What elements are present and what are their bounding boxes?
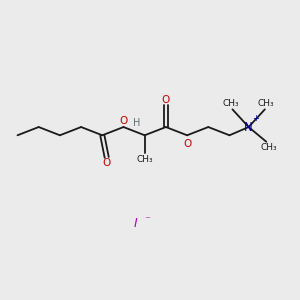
Text: N: N	[244, 121, 253, 134]
Text: O: O	[119, 116, 128, 126]
Text: I: I	[134, 217, 137, 230]
Text: H: H	[133, 118, 140, 128]
Text: O: O	[103, 158, 111, 168]
Text: CH₃: CH₃	[223, 99, 239, 108]
Text: O: O	[183, 139, 191, 148]
Text: O: O	[162, 94, 170, 105]
Text: ⁻: ⁻	[145, 216, 151, 226]
Text: +: +	[253, 114, 260, 123]
Text: CH₃: CH₃	[258, 99, 274, 108]
Text: CH₃: CH₃	[261, 143, 278, 152]
Text: CH₃: CH₃	[136, 155, 153, 164]
